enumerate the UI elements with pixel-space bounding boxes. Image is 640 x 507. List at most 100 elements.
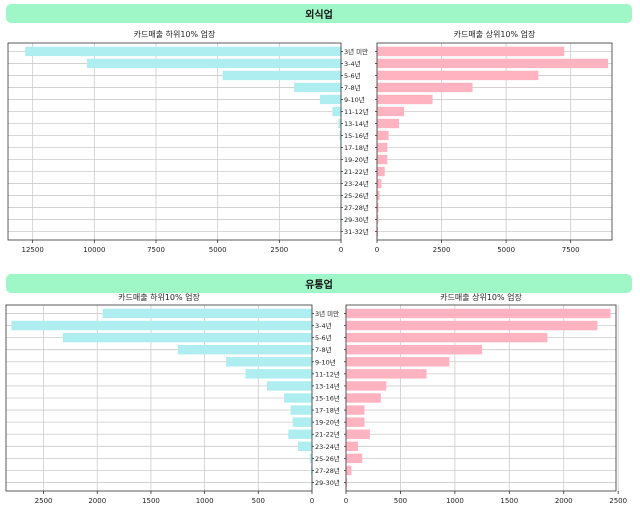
category-label-2-8: 17-18년 bbox=[315, 406, 340, 415]
category-label-2-2: 5-6년 bbox=[315, 333, 332, 342]
x-tick-label-2-4: 500 bbox=[252, 497, 265, 505]
bar-1-14 bbox=[377, 214, 379, 225]
x-tick-label-2-0: 2500 bbox=[35, 497, 53, 505]
section-title-dining: 외식업 bbox=[305, 10, 333, 21]
bar-0-5 bbox=[332, 106, 341, 117]
x-tick-label-2-1: 2000 bbox=[88, 497, 106, 505]
bar-2-6 bbox=[266, 381, 312, 391]
category-label-2-9: 19-20년 bbox=[315, 418, 340, 427]
category-label-0-1: 3-4년 bbox=[344, 59, 361, 68]
category-label-0-12: 25-26년 bbox=[344, 191, 369, 200]
bar-2-2 bbox=[62, 332, 313, 343]
bar-3-3 bbox=[346, 344, 483, 355]
category-label-0-3: 7-8년 bbox=[344, 83, 361, 92]
bar-0-2 bbox=[222, 70, 341, 81]
bar-1-11 bbox=[377, 178, 382, 189]
plot-frame-1 bbox=[376, 42, 613, 241]
bar-1-12 bbox=[377, 190, 380, 201]
bar-3-10 bbox=[346, 429, 370, 439]
category-label-2-7: 15-16년 bbox=[315, 394, 340, 403]
bar-3-7 bbox=[346, 393, 381, 403]
x-tick-label-0-5: 0 bbox=[339, 246, 343, 254]
x-tick-label-3-2: 1000 bbox=[446, 497, 464, 505]
category-label-2-14: 29-30년 bbox=[315, 478, 340, 487]
category-label-2-12: 25-26년 bbox=[315, 454, 340, 463]
plot-frame-2 bbox=[5, 304, 313, 492]
x-tick-label-0-1: 10000 bbox=[83, 246, 105, 254]
category-label-0-11: 23-24년 bbox=[344, 179, 369, 188]
bar-0-7 bbox=[339, 130, 341, 141]
bar-1-7 bbox=[377, 130, 389, 141]
bar-3-6 bbox=[346, 381, 387, 391]
category-label-2-0: 3년 미만 bbox=[315, 309, 339, 318]
x-tick-label-3-5: 2500 bbox=[609, 497, 627, 505]
bar-0-6 bbox=[338, 118, 341, 129]
category-label-0-2: 5-6년 bbox=[344, 71, 361, 80]
section-title-retail: 유통업 bbox=[305, 280, 333, 291]
chart-title-2: 카드매출 하위10% 업장 bbox=[118, 292, 200, 302]
bar-3-9 bbox=[346, 417, 365, 427]
category-label-2-1: 3-4년 bbox=[315, 321, 332, 330]
x-tick-label-0-3: 5000 bbox=[209, 246, 227, 254]
bar-2-5 bbox=[245, 369, 312, 379]
category-label-0-10: 21-22년 bbox=[344, 167, 369, 176]
chart-title-1: 카드매출 상위10% 업장 bbox=[454, 29, 536, 39]
bar-2-8 bbox=[290, 405, 312, 415]
bar-1-13 bbox=[377, 202, 379, 213]
bar-1-5 bbox=[377, 106, 405, 117]
bar-2-4 bbox=[226, 357, 312, 367]
bar-2-10 bbox=[288, 429, 312, 439]
x-tick-label-1-0: 0 bbox=[375, 246, 379, 254]
plot-frame-3 bbox=[345, 304, 617, 492]
x-tick-label-2-2: 1500 bbox=[142, 497, 160, 505]
x-tick-label-1-2: 5000 bbox=[497, 246, 515, 254]
bar-2-12 bbox=[309, 453, 312, 464]
category-label-2-6: 13-14년 bbox=[315, 381, 340, 390]
section-banner-dining: 외식업 bbox=[6, 4, 632, 23]
bar-1-4 bbox=[377, 94, 433, 105]
category-label-0-4: 9-10년 bbox=[344, 95, 365, 104]
bar-2-7 bbox=[284, 393, 312, 403]
x-tick-label-3-4: 2000 bbox=[555, 497, 573, 505]
bar-3-2 bbox=[346, 332, 548, 343]
category-label-0-8: 17-18년 bbox=[344, 143, 369, 152]
bar-3-4 bbox=[346, 357, 450, 367]
bar-1-10 bbox=[377, 166, 385, 177]
bar-3-0 bbox=[346, 308, 611, 319]
bar-3-11 bbox=[346, 441, 358, 452]
category-label-0-0: 3년 미만 bbox=[344, 47, 368, 56]
x-tick-label-3-3: 1500 bbox=[500, 497, 518, 505]
bar-0-3 bbox=[294, 82, 341, 93]
x-tick-label-0-0: 12500 bbox=[22, 246, 44, 254]
bar-1-2 bbox=[377, 70, 539, 81]
category-label-0-5: 11-12년 bbox=[344, 107, 369, 116]
category-label-0-7: 15-16년 bbox=[344, 131, 369, 140]
plot-frame-0 bbox=[7, 42, 342, 241]
bar-2-3 bbox=[177, 344, 312, 355]
bar-2-1 bbox=[11, 320, 313, 331]
bar-1-8 bbox=[377, 142, 388, 153]
x-tick-label-2-3: 1000 bbox=[196, 497, 214, 505]
category-label-0-9: 19-20년 bbox=[344, 155, 369, 164]
bar-0-1 bbox=[86, 58, 341, 69]
bar-1-6 bbox=[377, 118, 399, 129]
bar-0-4 bbox=[320, 94, 341, 105]
bar-2-9 bbox=[292, 417, 312, 427]
bar-1-3 bbox=[377, 82, 473, 93]
bar-3-1 bbox=[346, 320, 598, 331]
category-label-2-5: 11-12년 bbox=[315, 369, 340, 378]
bar-3-13 bbox=[346, 465, 352, 476]
category-label-2-10: 21-22년 bbox=[315, 430, 340, 439]
chart-title-3: 카드매출 상위10% 업장 bbox=[440, 292, 522, 302]
bar-1-15 bbox=[377, 226, 379, 237]
bar-0-0 bbox=[25, 46, 342, 57]
bar-2-13 bbox=[310, 465, 312, 476]
category-label-0-6: 13-14년 bbox=[344, 119, 369, 128]
category-label-0-15: 31-32년 bbox=[344, 227, 369, 236]
category-label-2-3: 7-8년 bbox=[315, 345, 332, 354]
x-tick-label-3-0: 0 bbox=[344, 497, 348, 505]
bar-2-11 bbox=[298, 441, 312, 452]
category-label-2-4: 9-10년 bbox=[315, 357, 336, 366]
category-label-2-13: 27-28년 bbox=[315, 466, 340, 475]
